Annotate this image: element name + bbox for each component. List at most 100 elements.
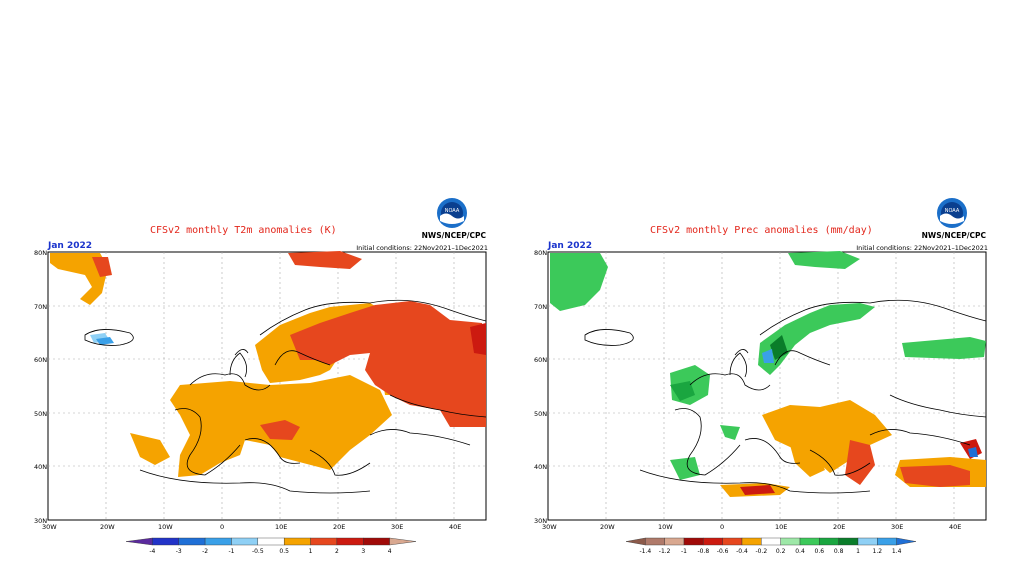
initial-conditions-label: Initial conditions: 22Nov2021–1Dec2021 [856, 244, 988, 252]
map-title: CFSv2 monthly Prec anomalies (mm/day) [650, 225, 873, 236]
lat-label: 40N [534, 463, 547, 471]
colorbar-swatch [231, 537, 259, 546]
noaa-logo-icon: NOAA [937, 198, 967, 228]
initial-conditions-label: Initial conditions: 22Nov2021–1Dec2021 [356, 244, 488, 252]
svg-text:NOAA: NOAA [445, 208, 460, 214]
lat-label: 50N [534, 410, 547, 418]
colorbar-swatch [336, 537, 364, 546]
colorbar-tick-label: 1 [309, 548, 313, 555]
colorbar-labels: -4 -3 -2 -1 -0.5 0.5 1 2 3 4 [149, 548, 391, 555]
t2m-map: 80N 70N 60N 50N 40N 30N 30W 20W 10W 0 10… [34, 249, 487, 531]
colorbar-swatch [838, 537, 859, 546]
colorbar-swatch [363, 537, 390, 546]
lat-label: 30N [34, 517, 47, 525]
colorbar-tick-label: 0.4 [795, 548, 805, 555]
lon-label: 10W [158, 523, 173, 531]
colorbar-tick-label: 1.4 [892, 548, 902, 555]
colorbar-swatch [645, 537, 665, 546]
lon-label: 10W [658, 523, 673, 531]
lon-label: 30W [42, 523, 57, 531]
colorbar-swatch [283, 537, 311, 546]
colorbar-tick-label: 0.6 [815, 548, 825, 555]
colorbar-swatch [625, 537, 646, 546]
lon-label: 30E [891, 523, 903, 531]
colorbar-swatches [125, 537, 417, 546]
prec-map: 80N 70N 60N 50N 40N 30N 30W 20W 10W 0 10… [534, 249, 987, 531]
colorbar-tick-label: -0.6 [717, 548, 729, 555]
axis-labels: 80N 70N 60N 50N 40N 30N 30W 20W 10W 0 10… [34, 249, 461, 531]
colorbar-swatch [877, 537, 897, 546]
svg-text:NOAA: NOAA [945, 208, 960, 214]
colorbar-swatch [152, 537, 179, 546]
lat-label: 30N [534, 517, 547, 525]
lon-label: 30E [391, 523, 403, 531]
colorbar-swatches [625, 537, 917, 546]
colorbar-tick-label: 0.8 [834, 548, 844, 555]
colorbar-tick-label: -2 [202, 548, 208, 555]
colorbar-tick-label: -1 [228, 548, 234, 555]
lat-label: 70N [34, 303, 47, 311]
anomaly-field [50, 251, 486, 477]
map-title: CFSv2 monthly T2m anomalies (K) [150, 225, 337, 236]
lat-label: 80N [534, 249, 547, 257]
lon-label: 10E [275, 523, 287, 531]
colorbar-swatch [799, 537, 820, 546]
coastlines [84, 299, 487, 494]
org-label: NWS/NCEP/CPC [921, 231, 986, 240]
lat-label: 60N [34, 356, 47, 364]
t2m-anomaly-panel: NOAA NWS/NCEP/CPC CFSv2 monthly T2m anom… [30, 195, 500, 576]
lon-label: 20E [833, 523, 845, 531]
month-label: Jan 2022 [48, 241, 93, 251]
colorbar: -1.4 -1.2 -1 -0.8 -0.6 -0.4 -0.2 0.2 0.4 0.6 0.8 1 1… [625, 537, 917, 555]
colorbar-swatch [178, 537, 206, 546]
colorbar-tick-label: -4 [149, 548, 155, 555]
lon-label: 20W [600, 523, 615, 531]
colorbar-swatch [722, 537, 743, 546]
noaa-logo-icon: NOAA [437, 198, 467, 228]
colorbar-tick-label: -0.4 [736, 548, 748, 555]
lon-label: 30W [542, 523, 557, 531]
colorbar-tick-label: 0.2 [776, 548, 786, 555]
lat-label: 80N [34, 249, 47, 257]
colorbar-swatch [896, 537, 917, 546]
lon-label: 20W [100, 523, 115, 531]
colorbar-swatch [310, 537, 338, 546]
anomaly-field [550, 251, 986, 497]
colorbar-tick-label: -3 [176, 548, 182, 555]
org-label: NWS/NCEP/CPC [421, 231, 486, 240]
colorbar: -4 -3 -2 -1 -0.5 0.5 1 2 3 4 [125, 537, 417, 555]
lon-label: 0 [720, 523, 724, 531]
lon-label: 40E [449, 523, 461, 531]
colorbar-swatch [257, 537, 285, 546]
colorbar-swatch [780, 537, 801, 546]
colorbar-swatch [857, 537, 878, 546]
colorbar-swatch [761, 537, 781, 546]
colorbar-tick-label: -0.2 [755, 548, 767, 555]
coastlines [584, 299, 987, 494]
colorbar-swatch [683, 537, 704, 546]
colorbar-tick-label: 1.2 [873, 548, 883, 555]
colorbar-tick-label: -1.2 [659, 548, 671, 555]
colorbar-tick-label: 1 [856, 548, 860, 555]
prec-anomaly-panel: NOAA NWS/NCEP/CPC CFSv2 monthly Prec ano… [530, 195, 1000, 576]
lat-label: 40N [34, 463, 47, 471]
lat-label: 70N [534, 303, 547, 311]
colorbar-tick-label: -0.8 [697, 548, 709, 555]
lon-label: 20E [333, 523, 345, 531]
colorbar-swatch [741, 537, 762, 546]
month-label: Jan 2022 [548, 241, 593, 251]
lon-label: 0 [220, 523, 224, 531]
colorbar-tick-label: -1.4 [639, 548, 651, 555]
colorbar-swatch [664, 537, 685, 546]
colorbar-tick-label: -0.5 [252, 548, 264, 555]
colorbar-swatch [389, 537, 417, 546]
lat-label: 60N [534, 356, 547, 364]
colorbar-swatch [703, 537, 723, 546]
colorbar-tick-label: 3 [361, 548, 365, 555]
lon-label: 10E [775, 523, 787, 531]
colorbar-tick-label: 2 [335, 548, 339, 555]
lon-label: 40E [949, 523, 961, 531]
lat-label: 50N [34, 410, 47, 418]
colorbar-swatch [819, 537, 839, 546]
colorbar-labels: -1.4 -1.2 -1 -0.8 -0.6 -0.4 -0.2 0.2 0.4 0.6 0.8 1 1… [639, 548, 901, 555]
